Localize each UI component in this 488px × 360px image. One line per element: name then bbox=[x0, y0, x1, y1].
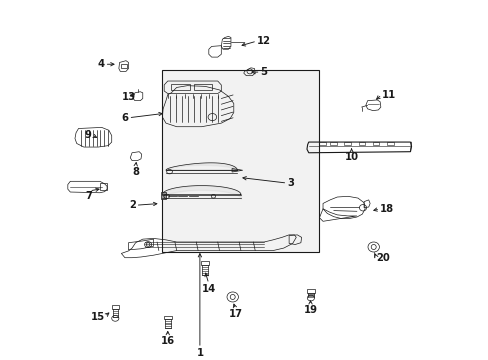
Bar bbox=[344, 142, 350, 145]
Text: 17: 17 bbox=[228, 310, 242, 319]
Polygon shape bbox=[160, 192, 165, 199]
Text: 1: 1 bbox=[196, 348, 203, 358]
Text: 7: 7 bbox=[85, 191, 93, 201]
Text: 6: 6 bbox=[121, 113, 128, 123]
Bar bbox=[171, 84, 189, 90]
Text: 10: 10 bbox=[344, 152, 358, 162]
Bar bbox=[100, 184, 107, 190]
Bar bbox=[162, 69, 319, 252]
Text: 11: 11 bbox=[381, 90, 395, 100]
Bar bbox=[319, 142, 325, 145]
Bar bbox=[193, 84, 212, 90]
Bar bbox=[372, 142, 379, 145]
Text: 8: 8 bbox=[132, 167, 139, 177]
Text: 4: 4 bbox=[97, 59, 104, 69]
Text: 19: 19 bbox=[303, 305, 317, 315]
Text: 12: 12 bbox=[257, 36, 270, 46]
Text: 3: 3 bbox=[287, 178, 294, 188]
Text: 13: 13 bbox=[121, 92, 135, 102]
Bar bbox=[329, 142, 336, 145]
Text: 9: 9 bbox=[85, 130, 92, 140]
Polygon shape bbox=[231, 168, 242, 172]
Bar bbox=[121, 63, 126, 68]
Text: 5: 5 bbox=[260, 67, 267, 77]
Text: 2: 2 bbox=[128, 200, 135, 210]
Text: 14: 14 bbox=[201, 284, 216, 294]
Text: 20: 20 bbox=[376, 253, 389, 263]
Bar bbox=[358, 142, 365, 145]
Text: 16: 16 bbox=[161, 336, 175, 346]
Text: 18: 18 bbox=[379, 204, 393, 214]
Text: 15: 15 bbox=[90, 312, 104, 321]
Bar bbox=[386, 142, 393, 145]
